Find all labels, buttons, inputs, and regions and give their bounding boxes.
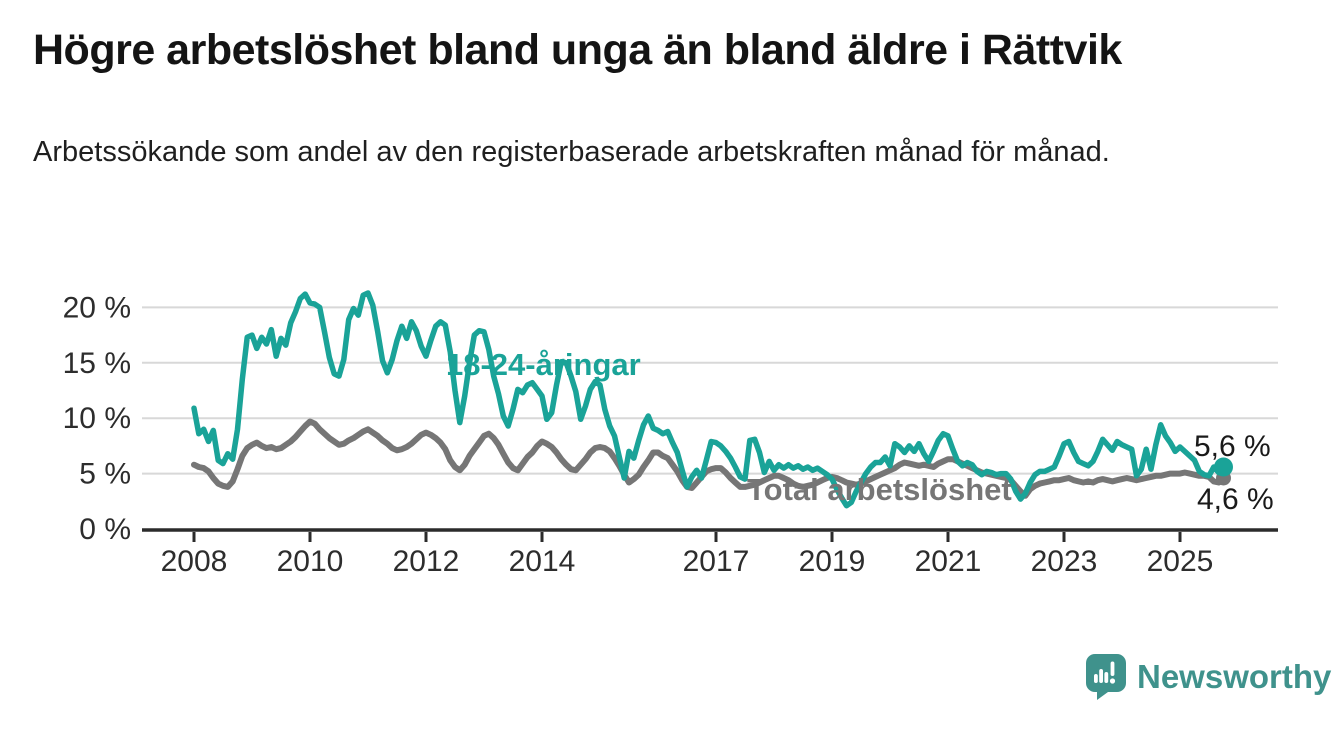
newsworthy-logo-text: Newsworthy <box>1137 658 1332 695</box>
x-axis-tick-label: 2019 <box>799 545 866 578</box>
x-axis-tick-label: 2014 <box>509 545 576 578</box>
youth-end-value-label: 5,6 % <box>1194 430 1271 463</box>
y-axis-tick-label: 5 % <box>79 458 131 491</box>
x-axis-tick-label: 2023 <box>1031 545 1098 578</box>
x-axis-tick-label: 2017 <box>683 545 750 578</box>
y-axis-tick-label: 20 % <box>63 291 131 324</box>
y-axis-tick-label: 0 % <box>79 513 131 546</box>
total-end-value-label: 4,6 % <box>1197 483 1274 516</box>
youth-unemployment-line <box>191 290 1227 509</box>
x-axis-tick-label: 2010 <box>277 545 344 578</box>
page-title: Högre arbetslöshet bland unga än bland ä… <box>33 26 1122 74</box>
total-unemployment-line <box>191 418 1227 499</box>
x-axis-tick-label: 2021 <box>915 545 982 578</box>
unemployment-line-chart: 0 % 5 % 10 % 15 % 20 % 2008 2010 2012 2014 2017 20… <box>63 290 1278 578</box>
total-series-label: Total arbetslöshet <box>747 472 1012 507</box>
youth-series-label: 18-24-åringar <box>446 347 641 382</box>
speech-bubble-bar-chart-icon <box>1086 654 1126 700</box>
y-axis-tick-label: 15 % <box>63 347 131 380</box>
x-axis-tick-label: 2008 <box>161 545 228 578</box>
youth-end-dot <box>1214 457 1233 477</box>
x-axis-tick-label: 2025 <box>1147 545 1214 578</box>
x-axis-tick-label: 2012 <box>393 545 460 578</box>
newsworthy-logo: Newsworthy <box>1086 654 1331 700</box>
page-subtitle: Arbetssökande som andel av den registerb… <box>33 136 1110 168</box>
y-axis-tick-label: 10 % <box>63 402 131 435</box>
